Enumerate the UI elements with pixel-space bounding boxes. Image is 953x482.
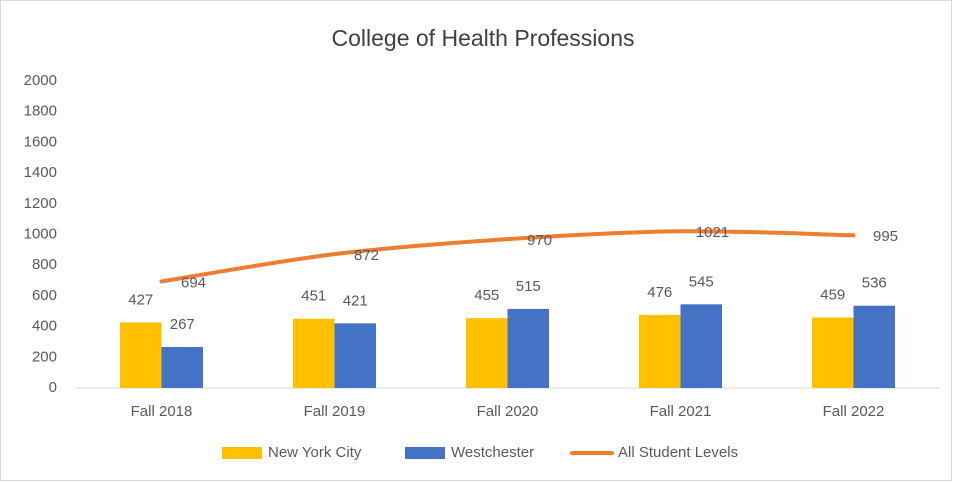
data-label: 536: [862, 275, 887, 292]
x-tick-label: Fall 2019: [304, 403, 366, 420]
y-tick-label: 1000: [24, 225, 57, 242]
legend-swatch: [405, 447, 445, 459]
bar: [812, 317, 854, 388]
legend-label: All Student Levels: [618, 444, 738, 461]
y-tick-label: 1600: [24, 133, 57, 150]
y-tick-label: 400: [32, 318, 57, 335]
legend-label: Westchester: [451, 444, 534, 461]
y-tick-label: 1200: [24, 195, 57, 212]
y-tick-label: 600: [32, 287, 57, 304]
data-label: 421: [343, 292, 368, 309]
y-tick-label: 2000: [24, 72, 57, 89]
data-label: 451: [301, 288, 326, 305]
data-label: 995: [873, 228, 898, 245]
bar: [334, 323, 376, 388]
legend-label: New York City: [268, 444, 362, 461]
line-series: [159, 229, 856, 284]
bar: [639, 314, 681, 388]
data-label: 545: [689, 273, 714, 290]
bar: [680, 304, 722, 388]
x-tick-label: Fall 2022: [823, 403, 885, 420]
data-label: 872: [354, 247, 379, 264]
data-label: 476: [647, 284, 672, 301]
bar: [293, 318, 335, 388]
data-label: 455: [474, 287, 499, 304]
bar: [507, 308, 549, 388]
y-tick-label: 1800: [24, 103, 57, 120]
chart-title: College of Health Professions: [332, 25, 635, 51]
bar: [161, 347, 203, 388]
data-label: 427: [128, 291, 153, 308]
bar: [466, 318, 508, 388]
data-label: 267: [170, 316, 195, 333]
data-label: 694: [181, 274, 206, 291]
y-tick-label: 0: [49, 379, 57, 396]
y-tick-label: 200: [32, 348, 57, 365]
data-label: 970: [527, 232, 552, 249]
x-tick-label: Fall 2018: [131, 403, 193, 420]
data-label: 459: [820, 287, 845, 304]
x-tick-label: Fall 2020: [477, 403, 539, 420]
y-tick-label: 800: [32, 256, 57, 273]
bar: [853, 305, 895, 388]
legend-swatch: [222, 447, 262, 459]
bar: [120, 322, 162, 388]
data-label: 515: [516, 278, 541, 295]
x-tick-label: Fall 2021: [650, 403, 712, 420]
data-label: 1021: [696, 224, 729, 241]
y-tick-label: 1400: [24, 164, 57, 181]
